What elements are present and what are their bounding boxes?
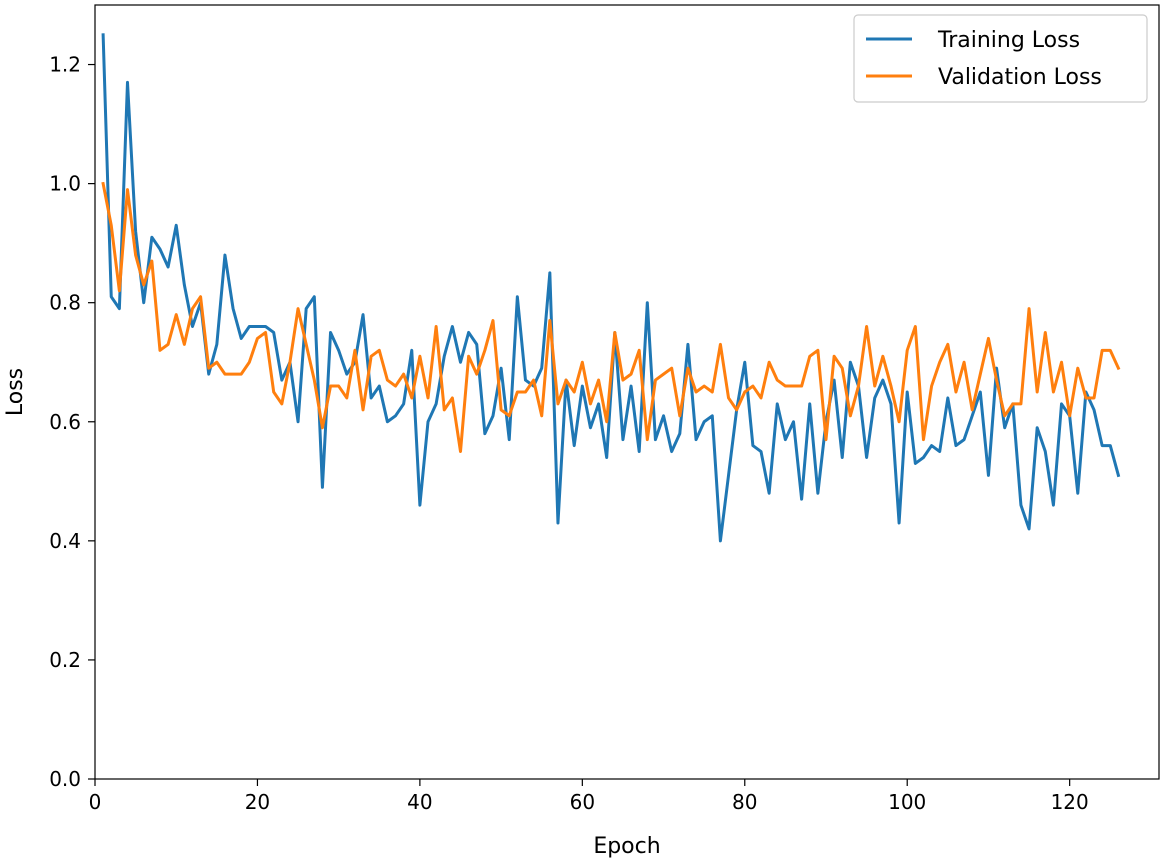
x-tick-label: 0 (89, 790, 102, 814)
x-tick-label: 100 (888, 790, 926, 814)
legend-label-validation: Validation Loss (938, 65, 1102, 90)
legend: Training Loss Validation Loss (853, 14, 1148, 103)
axes-frame (94, 4, 1160, 780)
x-tick-label: 120 (1051, 790, 1089, 814)
x-tick-label: 40 (407, 790, 432, 814)
y-tick-label: 0.6 (49, 410, 81, 434)
x-tick-label: 80 (732, 790, 757, 814)
series-line-validation-loss (101, 181, 1121, 454)
y-tick-label: 0.8 (49, 291, 81, 315)
legend-label-training: Training Loss (937, 28, 1080, 53)
y-tick-label: 1.2 (49, 53, 81, 77)
y-axis-label: Loss (3, 368, 28, 416)
x-axis-ticks: 0 20 40 60 80 100 120 (89, 779, 1089, 814)
x-tick-label: 20 (245, 790, 270, 814)
y-tick-label: 1.0 (49, 172, 81, 196)
y-tick-label: 0.2 (49, 648, 81, 672)
x-tick-label: 60 (570, 790, 595, 814)
y-tick-label: 0.0 (49, 767, 81, 791)
legend-box (853, 14, 1148, 103)
y-axis-ticks: 0.0 0.2 0.4 0.6 0.8 1.0 1.2 (49, 53, 95, 791)
x-axis-label: Epoch (593, 834, 660, 859)
y-tick-label: 0.4 (49, 529, 81, 553)
series-layer (101, 33, 1121, 543)
series-line-training-loss (101, 33, 1121, 543)
